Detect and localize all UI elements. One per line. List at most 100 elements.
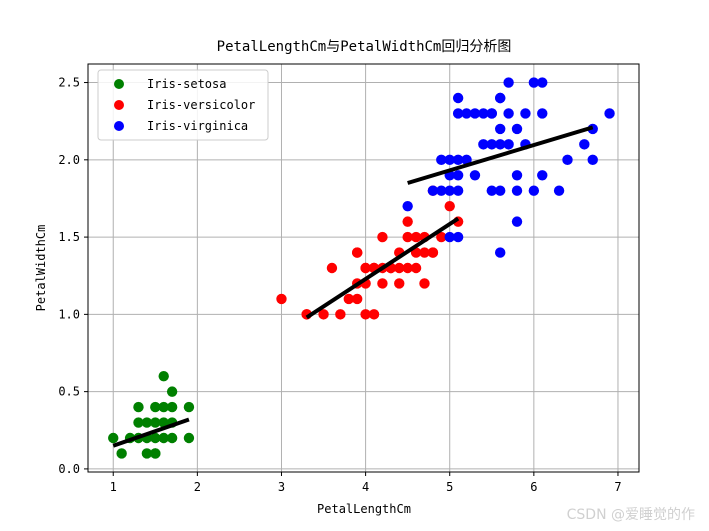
data-point-2 bbox=[444, 154, 455, 166]
data-point-2 bbox=[537, 108, 548, 119]
data-point-2 bbox=[461, 108, 472, 119]
data-point-1 bbox=[419, 278, 430, 289]
data-point-1 bbox=[318, 309, 329, 320]
x-tick-label: 1 bbox=[110, 480, 117, 494]
data-point-2 bbox=[553, 185, 565, 196]
data-point-2 bbox=[486, 108, 497, 119]
data-point-1 bbox=[410, 231, 422, 243]
data-point-1 bbox=[360, 309, 371, 320]
legend-label-virginica: Iris-virginica bbox=[147, 119, 248, 133]
y-tick-label: 2.5 bbox=[58, 76, 80, 90]
plot-area-frame bbox=[87, 63, 640, 473]
data-point-2 bbox=[461, 154, 472, 166]
data-point-0 bbox=[183, 401, 195, 413]
data-point-0 bbox=[158, 417, 169, 428]
y-axis-label: PetalWidthCm bbox=[34, 225, 48, 312]
data-point-1 bbox=[360, 262, 371, 274]
data-point-2 bbox=[486, 185, 497, 196]
data-point-0 bbox=[108, 432, 119, 444]
data-point-2 bbox=[444, 185, 455, 196]
x-tick-label: 7 bbox=[614, 480, 621, 494]
data-point-1 bbox=[444, 200, 455, 212]
data-point-1 bbox=[377, 278, 388, 289]
legend-marker-versicolor bbox=[114, 100, 124, 110]
data-point-2 bbox=[452, 170, 464, 181]
data-point-1 bbox=[410, 262, 422, 274]
data-point-2 bbox=[511, 185, 523, 196]
x-tick-label: 6 bbox=[530, 480, 537, 494]
x-tick-label: 3 bbox=[278, 480, 285, 494]
regression-line-2 bbox=[407, 125, 594, 185]
data-point-2 bbox=[528, 185, 540, 196]
legend-marker-setosa bbox=[114, 79, 124, 89]
regression-line-0 bbox=[112, 417, 190, 448]
data-point-1 bbox=[326, 262, 338, 274]
data-point-1 bbox=[351, 247, 363, 258]
data-point-2 bbox=[452, 92, 464, 104]
data-point-1 bbox=[436, 231, 447, 243]
data-point-1 bbox=[419, 247, 430, 258]
data-point-2 bbox=[427, 185, 439, 196]
data-point-2 bbox=[494, 185, 506, 196]
data-point-2 bbox=[486, 139, 497, 150]
legend-label-versicolor: Iris-versicolor bbox=[147, 98, 255, 112]
data-point-2 bbox=[511, 123, 523, 135]
data-point-0 bbox=[166, 401, 178, 413]
data-point-0 bbox=[141, 417, 153, 428]
data-point-1 bbox=[276, 293, 287, 305]
data-point-2 bbox=[503, 108, 514, 119]
data-point-2 bbox=[511, 216, 523, 227]
data-point-0 bbox=[141, 448, 153, 459]
data-point-1 bbox=[368, 309, 380, 320]
data-point-2 bbox=[494, 123, 506, 135]
data-point-2 bbox=[503, 77, 514, 88]
data-point-2 bbox=[494, 139, 506, 150]
data-point-2 bbox=[469, 108, 481, 119]
data-point-2 bbox=[503, 139, 514, 150]
data-point-0 bbox=[166, 432, 178, 444]
data-point-2 bbox=[520, 108, 531, 119]
data-point-2 bbox=[436, 185, 447, 196]
data-point-2 bbox=[537, 170, 548, 181]
y-tick-label: 1.0 bbox=[58, 307, 80, 321]
data-point-2 bbox=[587, 154, 598, 166]
data-point-1 bbox=[335, 309, 346, 320]
data-point-1 bbox=[402, 216, 413, 227]
data-point-2 bbox=[562, 154, 573, 166]
y-tick-label: 2.0 bbox=[58, 153, 80, 167]
y-axis-ticks: 0.0 0.5 1.0 1.5 2.0 2.5 bbox=[58, 76, 88, 476]
y-tick-label: 0.5 bbox=[58, 385, 80, 399]
data-point-2 bbox=[478, 108, 489, 119]
data-point-2 bbox=[579, 139, 590, 150]
x-axis-ticks: 1 2 3 4 5 6 7 bbox=[110, 472, 622, 494]
data-point-2 bbox=[452, 154, 464, 166]
legend: Iris-setosa Iris-versicolor Iris-virgini… bbox=[97, 69, 269, 141]
data-point-0 bbox=[158, 401, 169, 413]
chart-title: PetalLengthCm与PetalWidthCm回归分析图 bbox=[217, 38, 512, 55]
regression-lines bbox=[112, 125, 594, 448]
data-point-2 bbox=[469, 170, 481, 181]
y-tick-label: 0.0 bbox=[58, 462, 80, 476]
legend-label-setosa: Iris-setosa bbox=[147, 77, 226, 91]
data-point-1 bbox=[402, 262, 413, 274]
x-tick-label: 2 bbox=[194, 480, 201, 494]
data-point-2 bbox=[494, 92, 506, 104]
data-point-1 bbox=[427, 247, 439, 258]
data-point-0 bbox=[150, 432, 161, 444]
x-tick-label: 4 bbox=[362, 480, 369, 494]
data-point-2 bbox=[604, 108, 615, 119]
data-point-1 bbox=[377, 231, 388, 243]
data-point-0 bbox=[166, 386, 178, 397]
data-point-0 bbox=[116, 448, 127, 459]
data-points bbox=[108, 77, 615, 459]
data-point-0 bbox=[133, 417, 144, 428]
data-point-0 bbox=[158, 432, 169, 444]
regression-line-1 bbox=[305, 216, 460, 320]
data-point-2 bbox=[494, 247, 506, 258]
data-point-0 bbox=[183, 432, 195, 444]
data-point-0 bbox=[150, 417, 161, 428]
data-point-2 bbox=[436, 154, 447, 166]
data-point-2 bbox=[511, 170, 523, 181]
data-point-1 bbox=[402, 231, 413, 243]
data-point-2 bbox=[452, 108, 464, 119]
